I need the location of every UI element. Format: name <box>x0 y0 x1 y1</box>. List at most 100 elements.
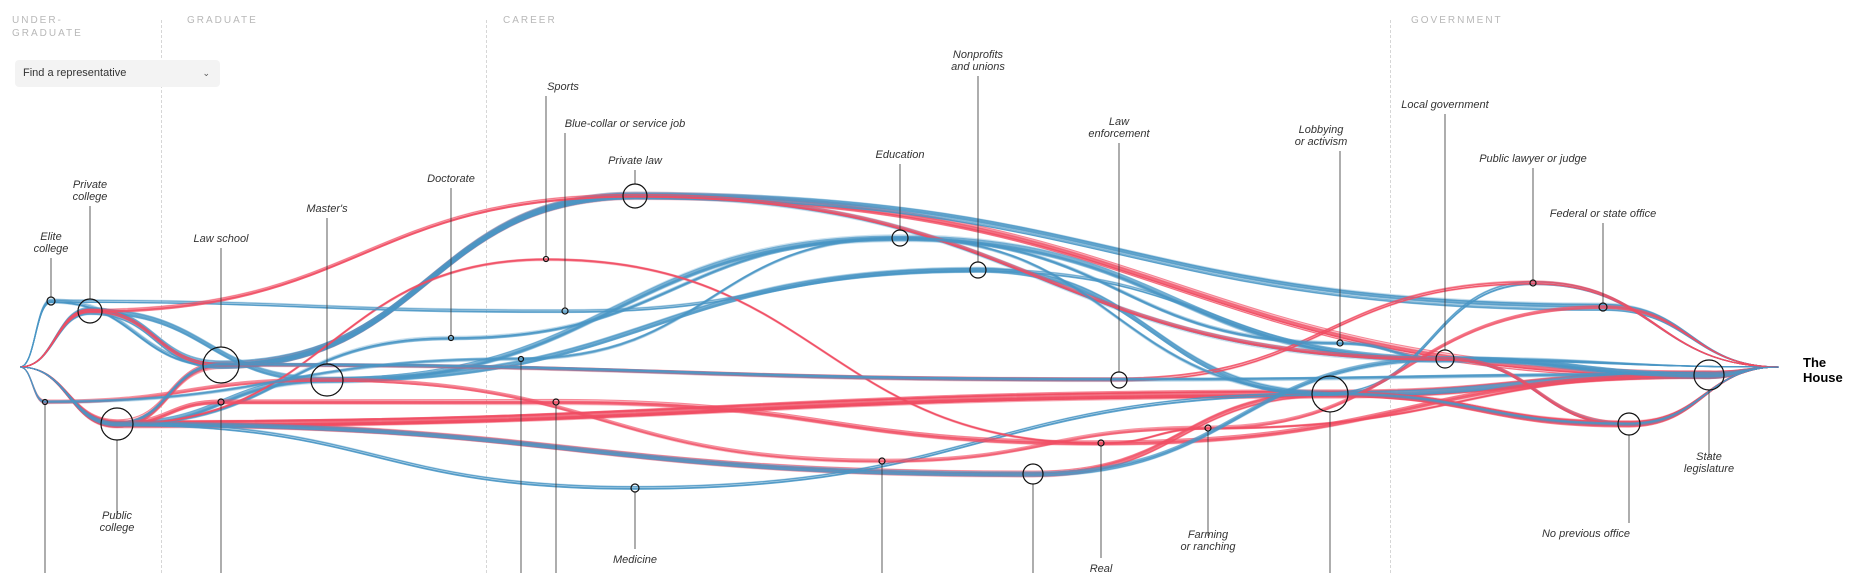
flow-strand-democrat <box>19 267 1780 392</box>
node-g_other[interactable] <box>217 398 225 406</box>
flow-strand-republican <box>19 282 1780 382</box>
node-sports[interactable] <box>542 255 550 263</box>
node-label-line: Farming <box>1188 529 1229 541</box>
flow-strand-republican <box>19 307 1780 463</box>
node-label-line: college <box>73 191 108 203</box>
node-label-privatelaw: Private law <box>608 155 663 167</box>
node-federal[interactable] <box>1598 302 1608 312</box>
flow-strand-democrat <box>19 268 1780 424</box>
node-c_other3[interactable] <box>878 457 886 465</box>
leader-lines <box>44 76 1710 573</box>
flow-strand-republican <box>19 198 1780 428</box>
flow-strand-republican <box>19 366 1780 443</box>
node-medicine[interactable] <box>630 483 640 493</box>
flow-strand-democrat <box>19 236 1780 424</box>
node-label-sports: Sports <box>547 81 579 93</box>
node-statelegis[interactable] <box>1693 359 1725 391</box>
node-lawschool[interactable] <box>202 346 240 384</box>
flow-strand-republican <box>19 366 1780 446</box>
node-private[interactable] <box>77 298 103 324</box>
node-label-federal: Federal or state office <box>1550 208 1656 220</box>
flow-strand-democrat <box>19 237 1780 425</box>
node-label-line: Real <box>1090 563 1113 573</box>
node-masters[interactable] <box>310 363 344 397</box>
node-c_other1[interactable] <box>517 355 525 363</box>
flow-strand-democrat <box>19 358 1780 475</box>
node-label-line: Lobbying <box>1299 124 1345 136</box>
node-public[interactable] <box>100 407 134 441</box>
flow-strand-republican <box>19 366 1780 445</box>
flow-strand-democrat <box>19 193 1780 368</box>
node-lawenf[interactable] <box>1110 371 1128 389</box>
flow-strand-republican <box>19 307 1780 462</box>
node-label-line: Private <box>73 179 107 191</box>
node-nonprofits[interactable] <box>969 261 987 279</box>
node-u_other[interactable] <box>41 398 49 406</box>
node-publiclawyer[interactable] <box>1529 279 1537 287</box>
node-realestate[interactable] <box>1097 439 1105 447</box>
flow-strand-democrat <box>19 359 1780 476</box>
node-label-line: No previous office <box>1542 528 1630 540</box>
flow-strand-democrat <box>19 236 1780 425</box>
node-business[interactable] <box>1311 375 1349 413</box>
flow-strand-democrat <box>19 267 1780 393</box>
flow-strands <box>19 191 1780 490</box>
node-farming[interactable] <box>1204 424 1212 432</box>
flow-strand-democrat <box>19 192 1780 368</box>
flow-strand-democrat <box>19 237 1780 425</box>
node-label-line: Blue-collar or service job <box>565 118 685 130</box>
node-lobbying[interactable] <box>1336 339 1344 347</box>
flow-strand-democrat <box>19 192 1780 368</box>
node-noprev[interactable] <box>1617 412 1641 436</box>
flow-strand-democrat <box>19 237 1780 425</box>
node-doctorate[interactable] <box>447 334 455 342</box>
node-label-line: college <box>100 522 135 534</box>
flow-strand-republican <box>19 366 1780 443</box>
node-label-line: Federal or state office <box>1550 208 1656 220</box>
flow-strand-republican <box>19 258 1780 444</box>
node-localgov[interactable] <box>1435 349 1455 369</box>
node-label-line: Sports <box>547 81 579 93</box>
flow-strand-democrat <box>19 237 1780 425</box>
flow-strand-democrat <box>19 198 1780 370</box>
flow-strand-democrat <box>19 268 1780 424</box>
flow-strand-republican <box>19 198 1780 429</box>
node-label-bluecollar: Blue-collar or service job <box>565 118 685 130</box>
flow-strand-republican <box>19 366 1780 422</box>
node-c_big[interactable] <box>1022 463 1044 485</box>
flow-strand-republican <box>19 366 1780 445</box>
node-label-localgov: Local government <box>1401 99 1489 111</box>
node-label-line: Public <box>102 510 132 522</box>
node-label-line: Elite <box>40 231 61 243</box>
node-c_other2[interactable] <box>552 398 560 406</box>
node-label-line: Private law <box>608 155 663 167</box>
node-label-masters: Master's <box>306 203 348 215</box>
flow-strand-democrat <box>19 356 1780 473</box>
stage-undergraduate: UNDER- GRADUATE <box>12 15 83 39</box>
node-label-private: Private college <box>73 179 108 203</box>
node-elite[interactable] <box>46 296 56 306</box>
flow-strand-democrat <box>19 193 1780 368</box>
flow-strand-democrat <box>19 237 1780 425</box>
flow-strand-democrat <box>19 235 1780 423</box>
flow-strand-democrat <box>19 237 1780 425</box>
find-representative-label: Find a representative <box>23 67 127 79</box>
node-bluecollar[interactable] <box>561 307 569 315</box>
flow-strand-democrat <box>19 191 1780 368</box>
node-label-line: college <box>34 243 69 255</box>
node-label-realestate: Real <box>1090 563 1113 573</box>
stage-divider <box>161 20 162 573</box>
flow-strand-republican <box>19 366 1780 446</box>
node-label-line: Master's <box>306 203 348 215</box>
flow-strand-republican <box>19 193 1780 423</box>
node-label-line: Medicine <box>613 554 657 566</box>
flow-strand-democrat <box>19 358 1780 475</box>
node-education[interactable] <box>891 229 909 247</box>
flow-strand-republican <box>19 260 1780 445</box>
destination-label: The House <box>1803 355 1843 385</box>
node-privatelaw[interactable] <box>622 183 648 209</box>
find-representative-dropdown[interactable]: Find a representative ⌄ <box>15 60 220 87</box>
flow-strand-republican <box>19 366 1780 446</box>
flow-strand-democrat <box>19 192 1780 368</box>
